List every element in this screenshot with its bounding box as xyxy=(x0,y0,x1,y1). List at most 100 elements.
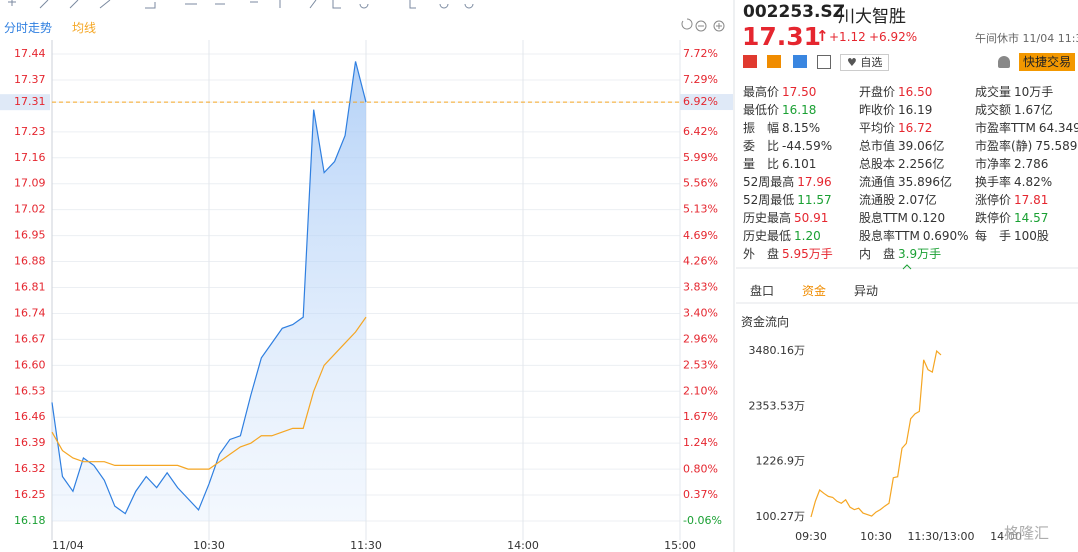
stat-value: 16.19 xyxy=(898,103,933,117)
stat: 量 比 6.101 xyxy=(743,155,816,172)
tab[interactable]: 盘口 xyxy=(750,284,775,298)
stat-label: 量 比 xyxy=(743,157,780,171)
stat-label: 最高价 xyxy=(743,85,780,99)
stat: 流通股 2.07亿 xyxy=(859,191,937,208)
stat-value: 75.589 xyxy=(1035,139,1078,153)
stat: 内 盘 3.9万手 xyxy=(859,245,941,262)
stat: 最高价 17.50 xyxy=(743,83,816,100)
stat-value: 1.67亿 xyxy=(1014,103,1053,117)
y-tick-label: 17.16 xyxy=(14,151,46,164)
y-tick-label: 16.32 xyxy=(14,462,46,475)
stat-label: 成交量 xyxy=(975,85,1012,99)
flag-icon xyxy=(743,55,757,68)
stat: 52周最高 17.96 xyxy=(743,173,832,190)
stat-label: 总股本 xyxy=(859,157,896,171)
watch-button[interactable]: ♥ 自选 xyxy=(840,54,890,71)
stat: 历史最低 1.20 xyxy=(743,227,821,244)
trade-button[interactable]: 快捷交易 xyxy=(1019,53,1076,71)
stat-value: 2.07亿 xyxy=(898,193,937,207)
stat-value: 10万手 xyxy=(1014,85,1054,99)
stat: 股息率TTM 0.690% xyxy=(859,227,969,244)
y-tick-label: 17.31 xyxy=(14,95,46,108)
stat-label: 振 幅 xyxy=(743,121,780,135)
y2-tick-label: 2.96% xyxy=(683,333,718,346)
badge-icon xyxy=(767,55,781,68)
y-tick-label: 16.60 xyxy=(14,358,46,371)
y2-tick-label: 1.67% xyxy=(683,410,718,423)
y2-tick-label: 5.56% xyxy=(683,177,718,190)
stat-value: 6.101 xyxy=(782,157,817,171)
x-tick-label: 14:00 xyxy=(507,539,539,552)
y-tick-label: 17.37 xyxy=(14,73,46,86)
stock-name: 川大智胜 xyxy=(838,7,906,27)
stat: 开盘价 16.50 xyxy=(859,83,932,100)
stat: 市净率 2.786 xyxy=(975,155,1048,172)
tab[interactable]: 异动 xyxy=(854,284,879,298)
y-tick-label: 16.25 xyxy=(14,488,46,501)
y-tick-label: 2353.53万 xyxy=(749,399,806,412)
fund-title: 资金流向 xyxy=(741,315,790,329)
stat: 最低价 16.18 xyxy=(743,101,816,118)
y2-tick-label: 1.24% xyxy=(683,436,718,449)
stat: 总股本 2.256亿 xyxy=(859,155,944,172)
stat-value: 4.82% xyxy=(1014,175,1053,189)
stat-label: 委 比 xyxy=(743,139,780,153)
stat-label: 流通值 xyxy=(859,175,896,189)
tabs: 盘口 资金 异动 xyxy=(750,282,906,299)
stat-value: 35.896亿 xyxy=(898,175,953,189)
toolbar-icons xyxy=(8,0,474,9)
y-tick-label: 1226.9万 xyxy=(756,455,806,468)
stat-label: 涨停价 xyxy=(975,193,1012,207)
stat-label: 历史最低 xyxy=(743,229,792,243)
x-tick-label: 11:30/13:00 xyxy=(907,530,974,543)
stat-label: 外 盘 xyxy=(743,247,780,261)
stat-value: 11.57 xyxy=(797,193,832,207)
zoom-icons[interactable] xyxy=(681,18,725,32)
y-tick-label: 16.67 xyxy=(14,332,46,345)
stat-label: 股息TTM xyxy=(859,211,908,225)
stat-label: 历史最高 xyxy=(743,211,792,225)
x-tick-label: 11:30 xyxy=(350,539,382,552)
stat: 委 比 -44.59% xyxy=(743,137,832,154)
bell-icon[interactable] xyxy=(998,56,1010,68)
tab-label[interactable]: 分时走势 xyxy=(4,21,53,35)
stat-value: 8.15% xyxy=(782,121,821,135)
stat: 平均价 16.72 xyxy=(859,119,932,136)
price-line xyxy=(51,316,367,470)
stat-label: 最低价 xyxy=(743,103,780,117)
stat-value: 17.50 xyxy=(782,85,817,99)
y-tick-label: 100.27万 xyxy=(756,510,806,523)
stat: 流通值 35.896亿 xyxy=(859,173,952,190)
ma-label[interactable]: 均线 xyxy=(72,21,97,35)
y-tick-label: 16.95 xyxy=(14,229,46,242)
tab[interactable]: 资金 xyxy=(802,284,827,298)
caret xyxy=(902,264,912,270)
stat-value: 100股 xyxy=(1014,229,1049,243)
stat-value: 39.06亿 xyxy=(898,139,945,153)
fund-line xyxy=(810,349,942,518)
stat-label: 股息率TTM xyxy=(859,229,920,243)
stat-value: 0.690% xyxy=(922,229,969,243)
tick-highlight xyxy=(680,94,733,111)
stat-value: 2.786 xyxy=(1014,157,1049,171)
stat: 市盈率(静) 75.589 xyxy=(975,137,1077,154)
x-tick-label: 09:30 xyxy=(795,530,827,543)
stat-value: 5.95万手 xyxy=(782,247,833,261)
y2-tick-label: 3.40% xyxy=(683,306,718,319)
y2-tick-label: 6.92% xyxy=(683,95,718,108)
tick-highlight xyxy=(0,94,50,111)
y-tick-label: 16.39 xyxy=(14,436,46,449)
stat-value: -44.59% xyxy=(782,139,833,153)
stat-label: 流通股 xyxy=(859,193,896,207)
stat-value: 16.50 xyxy=(898,85,933,99)
stat-value: 0.120 xyxy=(910,211,946,225)
x-tick-label: 11/04 xyxy=(52,539,84,552)
stat: 跌停价 14.57 xyxy=(975,209,1048,226)
stat-label: 开盘价 xyxy=(859,85,896,99)
y2-tick-label: 7.72% xyxy=(683,47,718,60)
stat: 市盈率TTM 64.349 xyxy=(975,119,1078,136)
stat: 外 盘 5.95万手 xyxy=(743,245,833,262)
arrow: ↑ xyxy=(816,27,829,45)
stat-value: 50.91 xyxy=(794,211,829,225)
stat: 总市值 39.06亿 xyxy=(859,137,944,154)
